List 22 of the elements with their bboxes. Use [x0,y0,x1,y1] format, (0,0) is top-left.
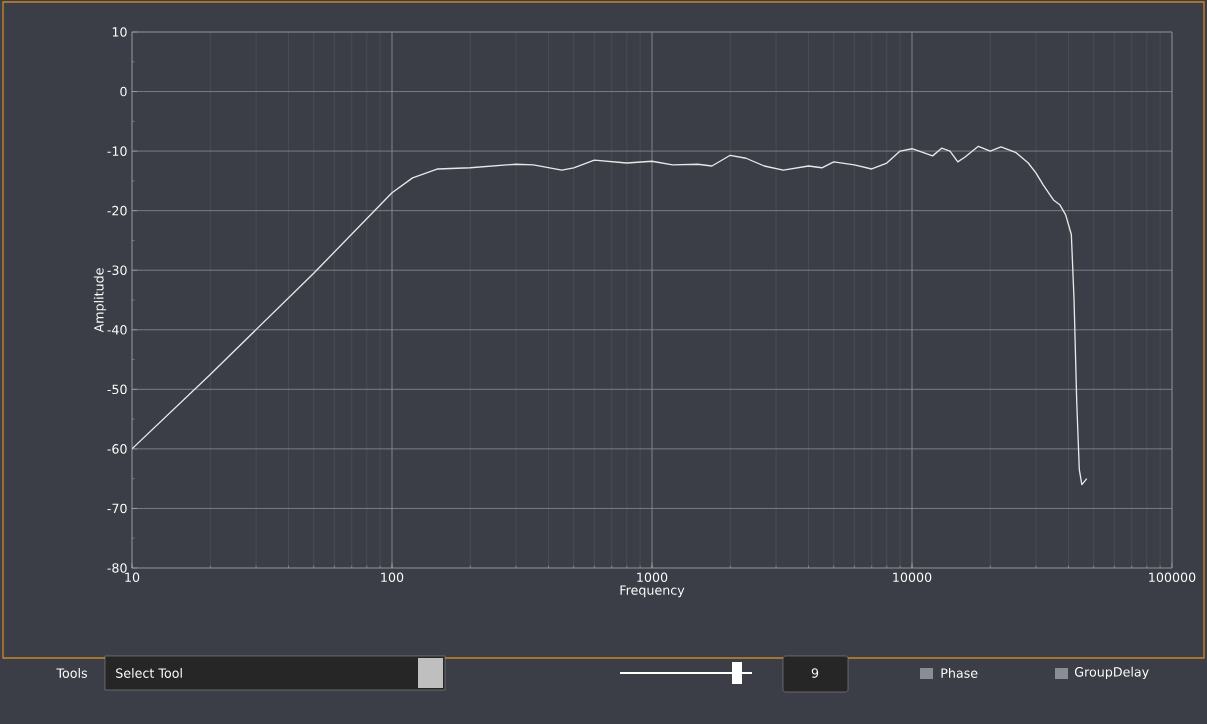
y-tick-label: -70 [107,503,127,514]
y-tick-label: -40 [107,324,127,335]
x-axis-title: Frequency [620,585,685,598]
y-tick-label: -80 [107,563,127,573]
text: Phase [941,668,978,678]
y-tick-label: -10 [107,146,127,156]
text: 9 [811,668,819,678]
y-tick-label: -60 [107,444,127,454]
text: Select Tool [116,668,182,678]
y-axis-title: Amplitude [93,268,107,333]
x-tick-label: 10 [125,572,140,583]
y-tick-label: -30 [107,265,127,276]
y-tick-label: 0 [120,86,127,97]
x-tick-label: 100 [381,572,404,583]
x-tick-label: 1000 [637,572,668,583]
y-tick-label: 10 [112,27,127,37]
y-tick-label: -20 [107,205,127,216]
y-tick-label: -50 [107,384,127,395]
text: Tools [56,668,88,678]
x-tick-label: 10000 [893,572,932,583]
text: GroupDelay [1074,666,1149,680]
x-tick-label: 100000 [1149,572,1196,583]
